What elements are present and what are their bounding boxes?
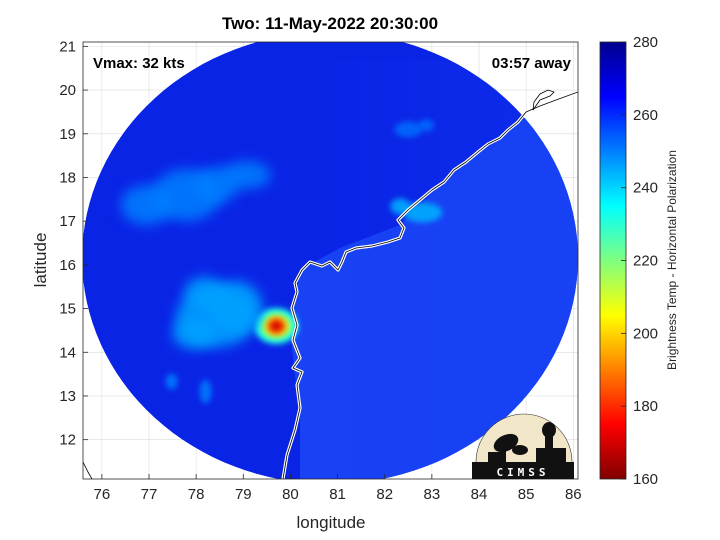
colorbar-tick-label: 160 [633,471,658,488]
brightness-swath [83,42,578,479]
x-tick-label: 77 [141,486,158,503]
coastline-outline [282,91,578,479]
colorbar-tick-label: 280 [633,34,658,51]
water-tower-icon [536,422,566,462]
x-tick-label: 79 [235,486,252,503]
x-axis-ticks: 76 77 78 79 80 81 82 83 84 85 86 [94,474,582,503]
y-tick-label: 20 [59,82,76,99]
x-tick-label: 78 [188,486,205,503]
convection-band-southwest [184,276,225,309]
convection-band-southwest [172,316,217,349]
x-tick-label: 86 [565,486,582,503]
vmax-label: Vmax: 32 kts [93,55,185,72]
colorbar-ticks: 160 180 200 220 240 260 280 [621,34,658,488]
convection-core-ring [270,321,283,332]
x-tick-label: 85 [518,486,535,503]
time-away-label: 03:57 away [492,55,572,72]
colorbar: 160 180 200 220 240 260 280 Brightness Temp - … [599,34,679,488]
figure-title: Two: 11-May-2022 20:30:00 [222,14,438,33]
map-axes: 76 77 78 79 80 81 82 83 84 85 86 12 13 14 15 16 17 18 19 2… [59,38,582,503]
logo-text: CIMSS [496,466,549,479]
convection-cells-south [165,373,178,390]
colorbar-tick-label: 240 [633,180,658,197]
convection-features [120,119,443,404]
y-tick-label: 13 [59,388,76,405]
colorbar-tick-label: 200 [633,325,658,342]
convection-band-west [222,160,271,189]
colorbar-tick-label: 260 [633,107,658,124]
convection-band-west [120,184,173,225]
y-axis-ticks: 12 13 14 15 16 17 18 19 20 21 [59,38,88,449]
y-tick-label: 16 [59,257,76,274]
x-tick-label: 82 [376,486,393,503]
x-tick-label: 83 [424,486,441,503]
x-tick-label: 80 [282,486,299,503]
convection-cells-north [418,119,435,132]
colorbar-label: Brightness Temp - Horizontal Polarizatio… [665,150,679,370]
y-tick-label: 18 [59,169,76,186]
satellite-dish-icon [488,433,528,462]
x-tick-label: 76 [94,486,111,503]
y-tick-label: 19 [59,126,76,143]
land-outline-southwest [83,461,93,479]
y-tick-label: 17 [59,213,76,230]
cimss-logo: CIMSS [472,413,574,479]
logo-band [472,462,574,479]
y-tick-label: 12 [59,432,76,449]
x-tick-label: 84 [471,486,488,503]
lake-outline [532,89,555,111]
colorbar-tick-label: 220 [633,253,658,270]
convection-cells-north [394,121,423,138]
y-tick-label: 14 [59,344,76,361]
y-tick-label: 15 [59,301,76,318]
y-axis-label: latitude [31,233,50,288]
convection-cells-south [199,379,212,404]
x-axis-label: longitude [296,513,365,532]
colorbar-tick-label: 180 [633,398,658,415]
axes-frame [82,41,579,480]
y-tick-label: 21 [59,38,76,55]
x-tick-label: 81 [329,486,346,503]
